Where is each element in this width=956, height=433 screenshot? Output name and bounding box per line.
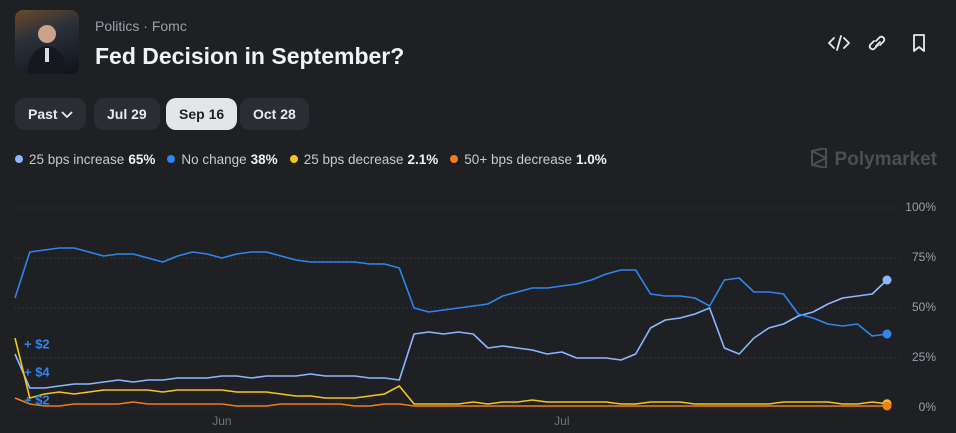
series-line xyxy=(14,337,888,405)
legend-item: 50+ bps decrease 1.0% xyxy=(450,152,607,167)
legend-label: 25 bps increase xyxy=(29,152,125,167)
legend-label: No change xyxy=(181,152,247,167)
legend-item: No change 38% xyxy=(167,152,278,167)
x-tick-label: Jul xyxy=(554,414,569,428)
legend-swatch xyxy=(450,155,459,163)
actions xyxy=(828,32,934,59)
brand-logo xyxy=(810,146,828,170)
embed-icon[interactable] xyxy=(828,35,850,51)
legend-value: 38% xyxy=(250,152,278,167)
tab[interactable]: Jul 29 xyxy=(94,98,160,130)
series-line xyxy=(14,279,888,389)
category[interactable]: Politics xyxy=(95,18,140,34)
series-line xyxy=(14,247,888,337)
tab-active[interactable]: Sep 16 xyxy=(166,98,238,130)
y-tick-label: 75% xyxy=(912,250,936,264)
legend-swatch xyxy=(15,155,23,163)
breadcrumb: Politics · Fomc xyxy=(95,18,187,34)
tab[interactable]: Oct 28 xyxy=(240,98,309,130)
legend-swatch xyxy=(289,155,298,163)
y-tick-label: 50% xyxy=(912,300,936,314)
end-dot xyxy=(882,275,892,285)
legend-label: 25 bps decrease xyxy=(303,152,404,167)
subcategory[interactable]: Fomc xyxy=(151,18,187,34)
series-line xyxy=(14,397,887,407)
action-icons xyxy=(828,34,925,52)
y-tick-label: 25% xyxy=(912,350,936,364)
y-tick-label: 0% xyxy=(919,400,937,414)
end-dot xyxy=(882,401,892,411)
chevron xyxy=(61,111,74,119)
legend-item: 25 bps decrease 2.1% xyxy=(289,152,439,167)
trade-annotation: + $4 xyxy=(24,364,50,379)
brand: Polymarket xyxy=(809,146,937,171)
chart: 100% 75% 50% 25% 0% Jun Jul + $2 + $4 + $2 xyxy=(14,200,937,428)
tab-past[interactable]: Past xyxy=(15,98,87,130)
link-icon[interactable] xyxy=(868,35,886,51)
legend-value: 2.1% xyxy=(407,152,439,167)
legend-item: 25 bps increase 65% xyxy=(15,152,155,167)
y-tick-label: 100% xyxy=(905,200,936,214)
legend-label: 50+ bps decrease xyxy=(464,152,573,167)
portrait xyxy=(27,25,67,74)
brand-name: Polymarket xyxy=(834,149,937,170)
trade-annotation: + $2 xyxy=(24,336,50,351)
trade-annotation: + $2 xyxy=(24,392,50,407)
legend-swatch xyxy=(167,155,176,163)
bookmark-icon[interactable] xyxy=(913,34,925,52)
legend-value: 65% xyxy=(128,152,156,167)
tab-label: Past xyxy=(28,106,58,122)
x-tick-label: Jun xyxy=(212,414,231,428)
market-image xyxy=(15,10,79,74)
market-title: Fed Decision in September? xyxy=(95,43,405,69)
legend-value: 1.0% xyxy=(576,152,607,167)
end-dot xyxy=(882,329,892,339)
legend: 25 bps increase 65% No change 38% 25 bps dec… xyxy=(15,152,619,167)
